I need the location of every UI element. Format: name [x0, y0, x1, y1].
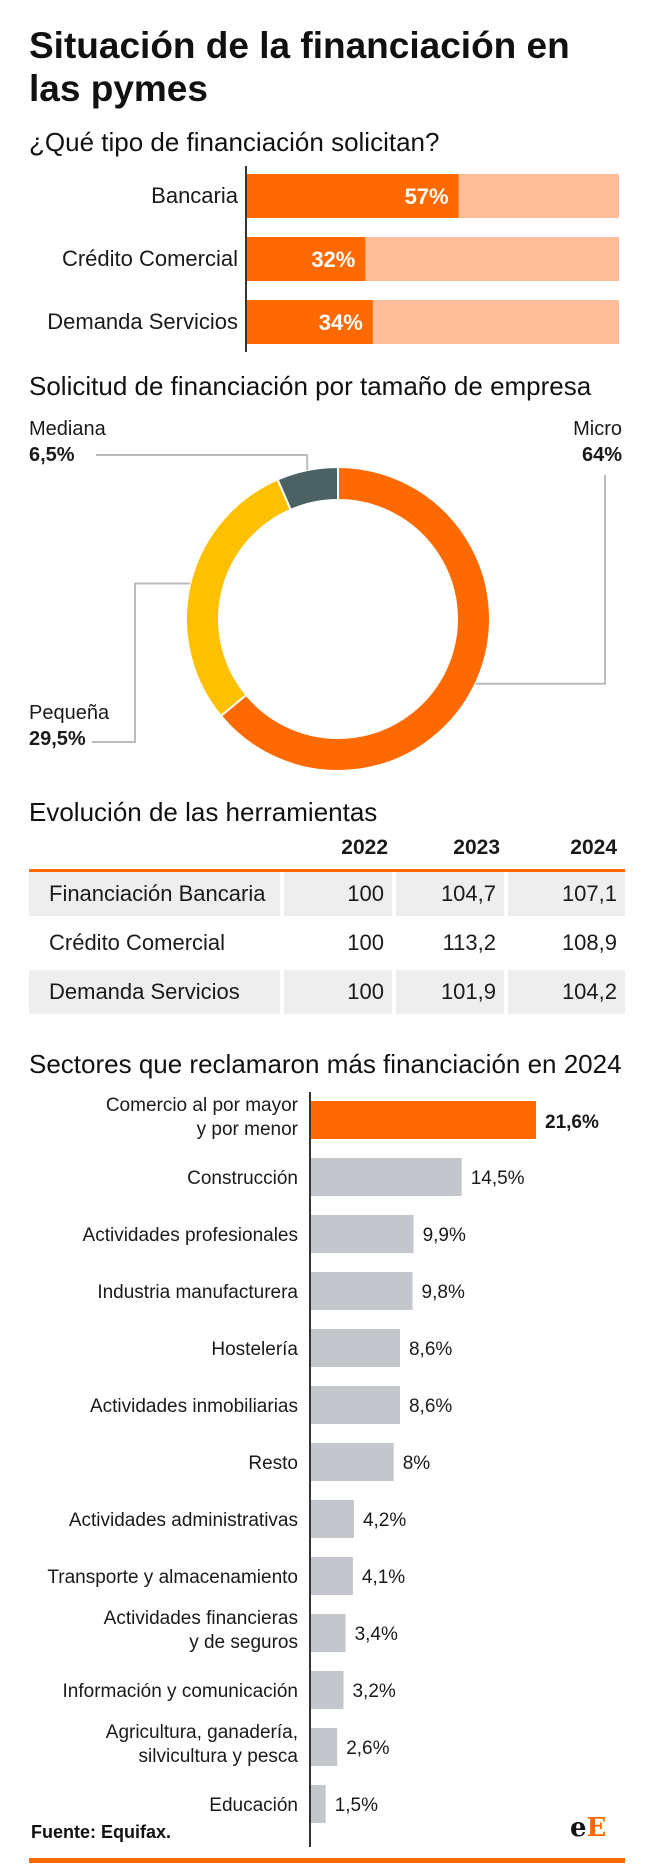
bar [310, 1215, 414, 1253]
source-note: Fuente: Equifax. [31, 1822, 172, 1842]
bar-category-label: y de seguros [189, 1632, 298, 1653]
table-row: Financiación Bancaria 100 104,7 107,1 [29, 872, 625, 921]
bar [310, 1329, 400, 1367]
bar [310, 1614, 346, 1652]
bar [310, 1101, 536, 1139]
table-cell: 107,1 [508, 872, 625, 921]
bar [246, 300, 373, 344]
bar-category-label: Construcción [187, 1168, 298, 1189]
table-cell: 104,7 [396, 872, 508, 921]
bar-category-label: Agricultura, ganadería, [106, 1722, 298, 1743]
table-header-rule [29, 869, 625, 872]
bar [310, 1728, 338, 1766]
donut-category-mediana: Mediana [29, 418, 106, 440]
table-header-2022: 2022 [341, 836, 388, 859]
table-cell: 113,2 [396, 921, 508, 970]
bottom-rule [29, 1858, 625, 1863]
bar [310, 1671, 344, 1709]
bar-value-label: 32% [311, 247, 355, 272]
leader-line-mediana [96, 454, 309, 471]
bar-category-label: Educación [209, 1795, 298, 1816]
table-cell: 104,2 [508, 970, 625, 1019]
bar-value-label: 9,8% [422, 1282, 465, 1303]
bar [310, 1386, 400, 1424]
bar [310, 1443, 394, 1481]
bar [310, 1557, 353, 1595]
bar [246, 237, 366, 281]
bar-category-label: y por menor [197, 1119, 299, 1140]
bar-category-label: silvicultura y pesca [139, 1746, 299, 1767]
bar-value-label: 4,2% [363, 1510, 406, 1531]
donut-slice [219, 465, 491, 772]
bar-value-label: 3,4% [355, 1624, 398, 1645]
table-cell: 100 [284, 921, 396, 970]
bar-value-label: 2,6% [346, 1738, 389, 1759]
bar-value-label: 57% [405, 184, 449, 209]
bar-value-label: 14,5% [471, 1168, 525, 1189]
table-row-label: Demanda Servicios [29, 970, 284, 1019]
bar-category-label: Hostelería [211, 1339, 298, 1360]
bar-category-label: Información y comunicación [63, 1681, 299, 1702]
table-row: Demanda Servicios 100 101,9 104,2 [29, 970, 625, 1019]
bar-category-label: Industria manufacturera [97, 1282, 298, 1303]
donut-label-micro: Micro 64% [573, 416, 622, 468]
bar-value-label: 3,2% [352, 1681, 395, 1702]
table-row-label: Crédito Comercial [29, 921, 284, 970]
donut-label-mediana: Mediana 6,5% [29, 416, 106, 468]
bar-value-label: 21,6% [545, 1112, 599, 1133]
donut-value-pequena: 29,5% [29, 728, 86, 750]
bar-value-label: 1,5% [335, 1795, 378, 1816]
company-size-title: Solicitud de financiación por tamaño de … [29, 371, 592, 401]
table-cell: 100 [284, 872, 396, 921]
donut-value-mediana: 6,5% [29, 444, 75, 466]
bar [246, 174, 459, 218]
bar [310, 1785, 326, 1823]
table-header-2023: 2023 [453, 836, 500, 859]
bar-category-label: Transporte y almacenamiento [47, 1567, 298, 1588]
bar-value-label: 9,9% [423, 1225, 466, 1246]
donut-label-pequena: Pequeña 29,5% [29, 700, 109, 752]
bar-category-label: Bancaria [151, 183, 239, 208]
bar-value-label: 34% [319, 310, 363, 335]
donut-category-pequena: Pequeña [29, 702, 110, 724]
bar-category-label: Comercio al por mayor [106, 1095, 299, 1116]
bar-category-label: Crédito Comercial [62, 246, 238, 271]
bar-value-label: 4,1% [362, 1567, 405, 1588]
table-cell: 101,9 [396, 970, 508, 1019]
bar-value-label: 8,6% [409, 1339, 452, 1360]
page-title: Situación de la financiación en las pyme… [29, 25, 570, 109]
leader-line-micro [475, 475, 606, 685]
bar-value-label: 8,6% [409, 1396, 452, 1417]
tools-evolution-title: Evolución de las herramientas [29, 797, 378, 827]
bar-value-label: 8% [403, 1453, 431, 1474]
sectors-title: Sectores que reclamaron más financiación… [29, 1049, 622, 1079]
bar-category-label: Demanda Servicios [47, 309, 238, 334]
bar-category-label: Resto [248, 1453, 298, 1474]
bar [310, 1158, 462, 1196]
donut-value-micro: 64% [581, 444, 622, 466]
tools-evolution-table: 2022 2023 2024 Financiación Bancaria 100… [29, 833, 625, 1019]
table-header-row: 2022 2023 2024 [29, 833, 625, 869]
donut-slice [276, 465, 339, 512]
bar [310, 1500, 354, 1538]
bar [310, 1272, 413, 1310]
bar-category-label: Actividades administrativas [69, 1510, 298, 1531]
bar-category-label: Actividades inmobiliarias [90, 1396, 298, 1417]
financing-type-title: ¿Qué tipo de financiación solicitan? [29, 127, 440, 157]
publisher-logo: eE [570, 1813, 607, 1843]
table-cell: 100 [284, 970, 396, 1019]
table-cell: 108,9 [508, 921, 625, 970]
table-row-label: Financiación Bancaria [29, 872, 284, 921]
leader-line-pequena [92, 582, 191, 743]
table-header-2024: 2024 [570, 836, 617, 859]
bar-category-label: Actividades financieras [104, 1608, 298, 1629]
table-row: Crédito Comercial 100 113,2 108,9 [29, 921, 625, 970]
donut-category-micro: Micro [573, 418, 622, 440]
bar-category-label: Actividades profesionales [83, 1225, 298, 1246]
